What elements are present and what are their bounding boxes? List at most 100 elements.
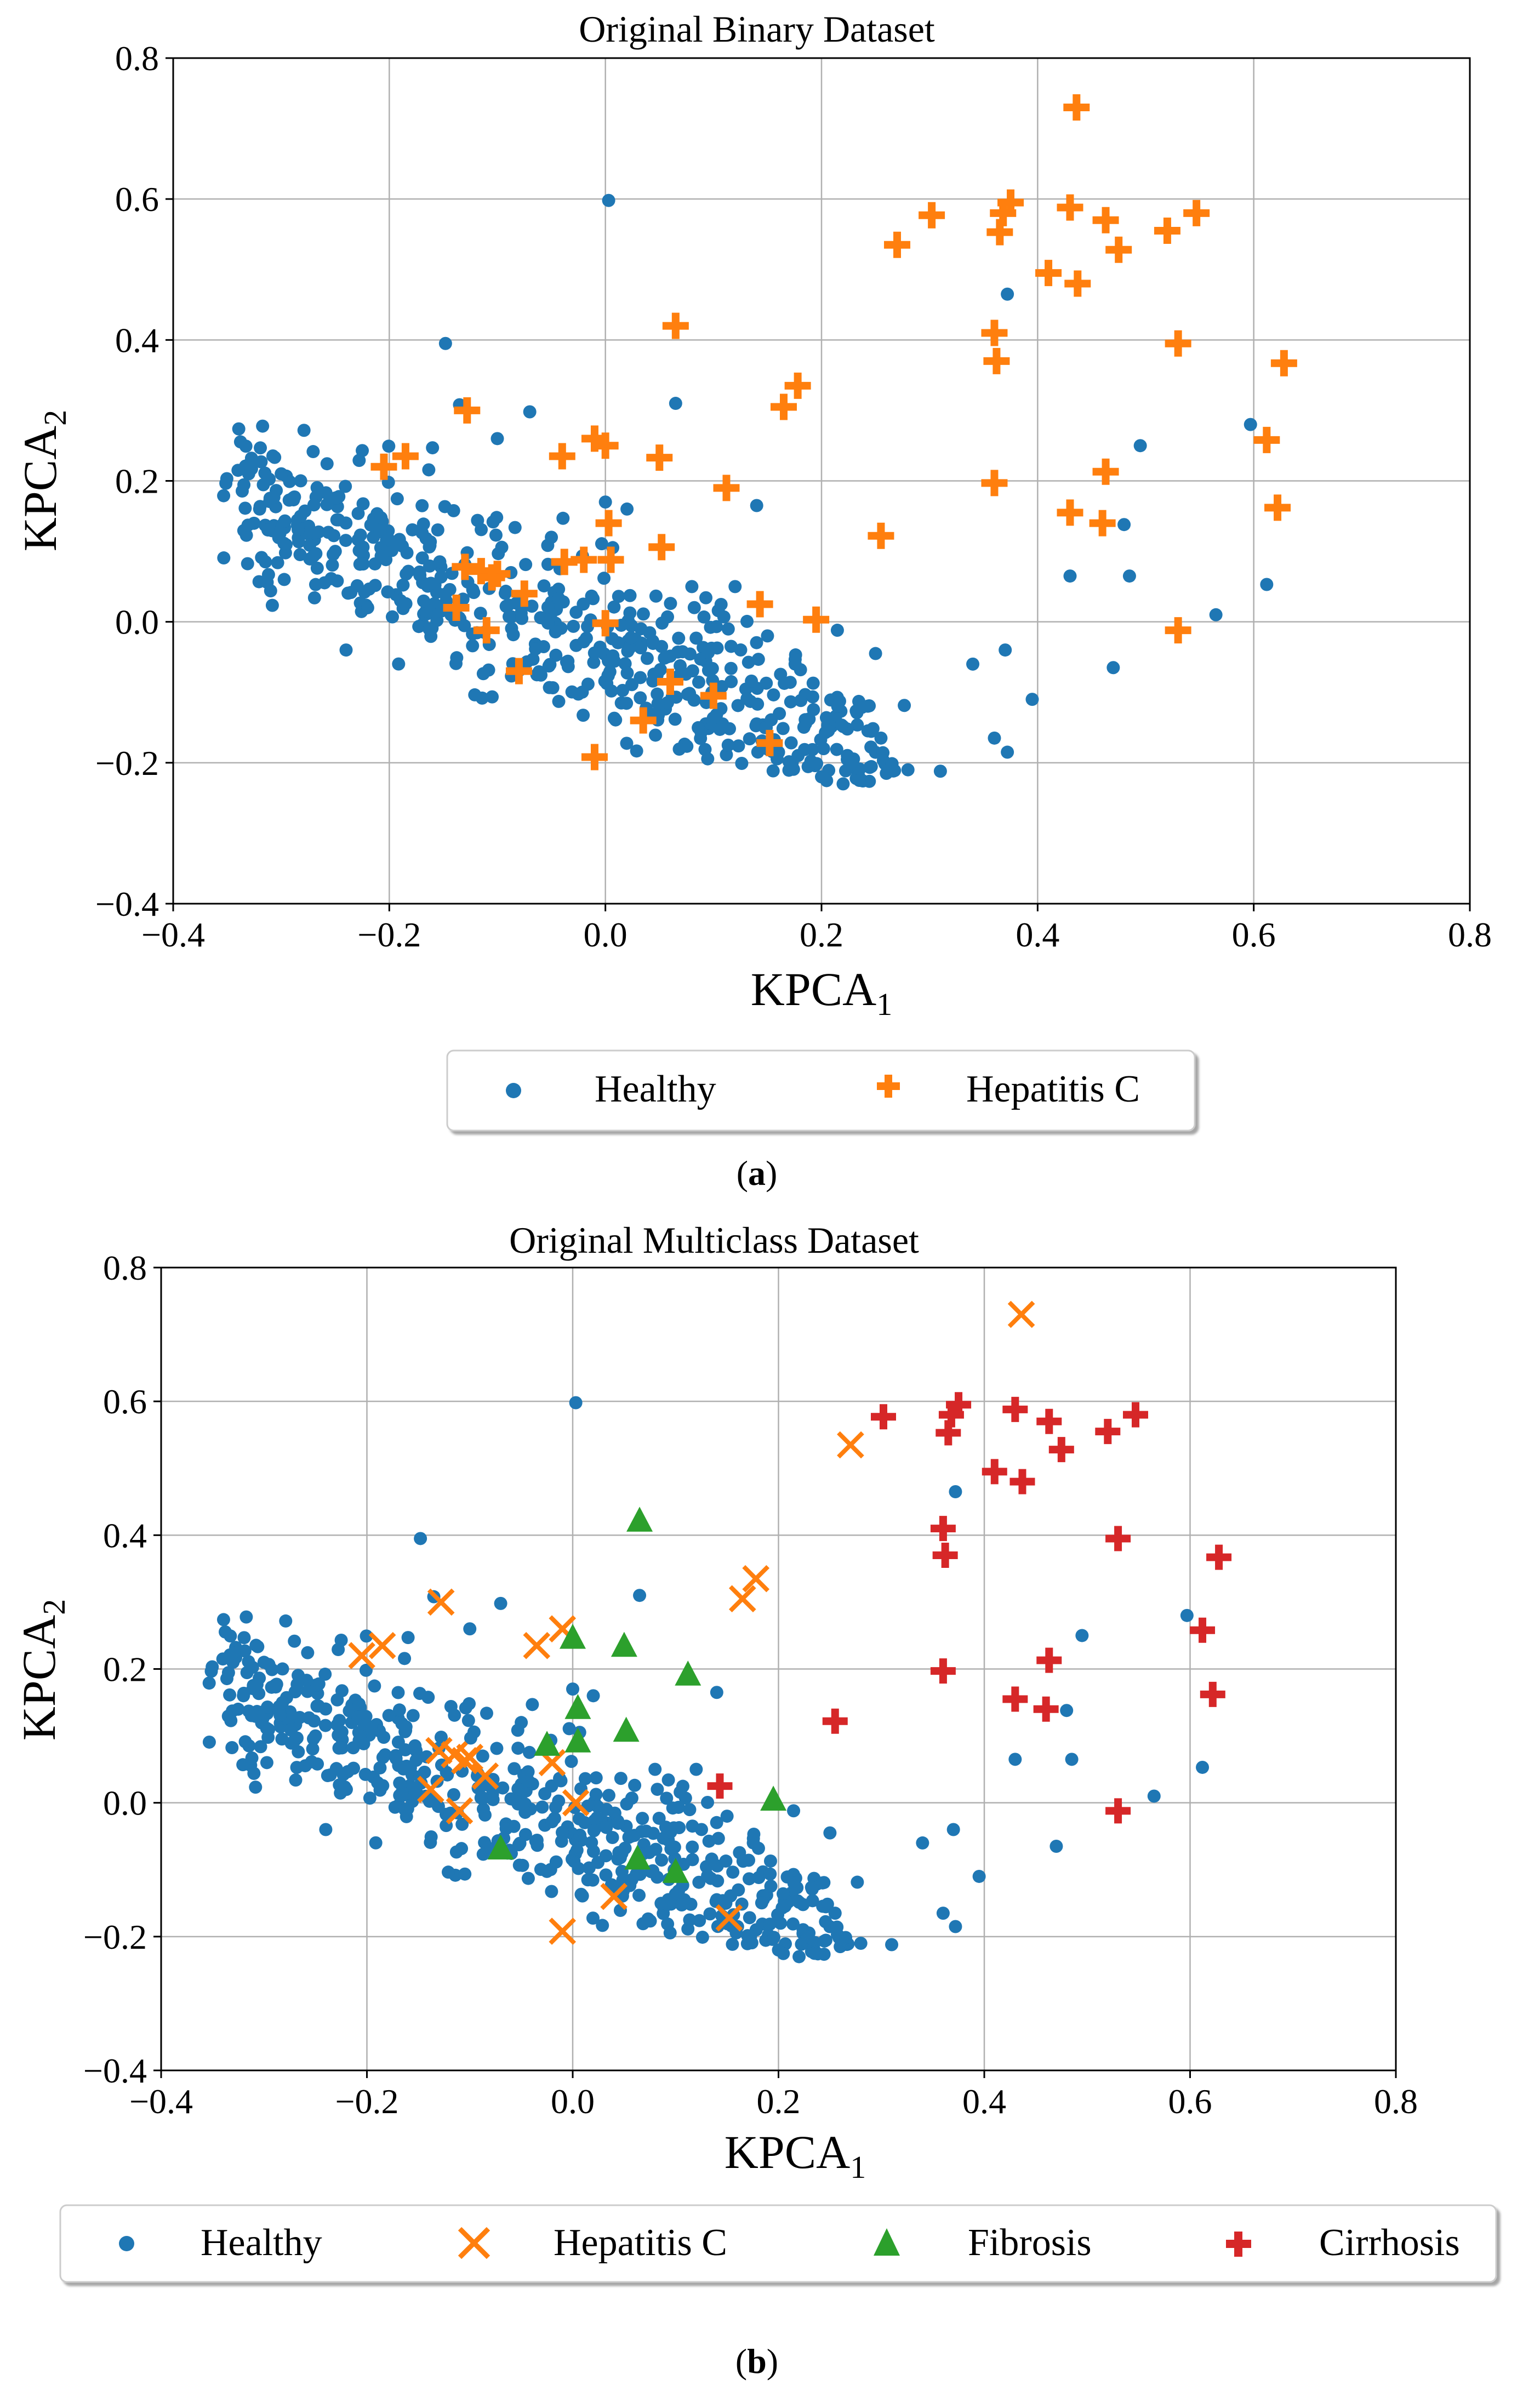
panel-a-healthy-point <box>241 518 255 532</box>
panel-b-healthy-point <box>339 1783 353 1796</box>
panel-a-healthy-point <box>898 699 911 712</box>
panel-a-healthy-point <box>534 668 548 682</box>
panel-b-y-tick-label: 0.4 <box>103 1516 147 1555</box>
panel-b-healthy-point <box>686 1840 699 1854</box>
panel-a-healthy-point <box>697 610 711 624</box>
panel-b-healthy-point <box>828 1907 842 1920</box>
panel-b-healthy-point <box>573 1828 587 1842</box>
panel-a-healthy-point <box>1244 418 1257 431</box>
panel-b-healthy-point <box>633 1589 647 1602</box>
panel-b-healthy-point <box>1147 1789 1161 1803</box>
panel-b-legend-cirrhosis-label: Cirrhosis <box>1319 2222 1460 2264</box>
panel-a-healthy-point <box>664 597 677 610</box>
panel-b-healthy-point <box>393 1776 407 1790</box>
panel-b-healthy-point <box>299 1759 312 1773</box>
panel-a-hepatitis-c-point <box>443 594 470 621</box>
panel-a-hepatitis-c-point <box>592 610 619 637</box>
panel-b-healthy-point <box>705 1852 718 1866</box>
panel-b-cirrhosis-point <box>1200 1681 1225 1707</box>
panel-a-hepatitis-c-point <box>1092 207 1119 233</box>
panel-b-fibrosis-point <box>624 1844 651 1870</box>
panel-a-healthy-point <box>625 678 638 692</box>
panel-a-healthy-point <box>486 515 500 529</box>
panel-b-healthy-point <box>742 1872 756 1886</box>
panel-b-hepatitis-c-point <box>549 1918 577 1945</box>
panel-b-cirrhosis-point <box>1002 1686 1028 1712</box>
panel-b-ticks: −0.4 −0.2 0.0 0.2 0.4 0.6 0.8 −0.4 −0.2 0.0 0.2 0.4… <box>83 1248 1418 2121</box>
panel-a-healthy-point <box>235 484 249 498</box>
panel-b-healthy-point <box>642 1846 656 1859</box>
panel-a-healthy-point <box>654 663 668 676</box>
panel-b-x-tick-label: 0.8 <box>1374 2082 1418 2121</box>
panel-b-cirrhosis-point <box>1105 1526 1131 1551</box>
panel-b-healthy-point <box>724 1889 738 1903</box>
panel-a-hepatitis-c-point <box>1253 426 1280 453</box>
panel-b-healthy-point <box>522 1745 536 1759</box>
panel-b-healthy-point <box>522 1774 535 1788</box>
panel-a-hepatitis-c-point <box>700 682 727 709</box>
panel-b-fibrosis-point <box>611 1631 637 1657</box>
panel-a-healthy-point <box>668 712 682 726</box>
panel-b-healthy-point <box>540 1864 554 1878</box>
panel-b-healthy-point <box>606 1830 619 1844</box>
panel-b-healthy-point <box>515 1716 528 1730</box>
panel-b-healthy-point <box>441 1768 454 1782</box>
panel-a-healthy-point <box>438 587 452 601</box>
panel-b-healthy-point <box>574 1887 588 1901</box>
panel-b-healthy-point <box>225 1741 239 1754</box>
panel-a-hepatitis-c-point <box>478 564 505 591</box>
panel-a-healthy-point <box>253 502 266 516</box>
panel-b-healthy-point <box>447 1788 460 1801</box>
panel-b-healthy-point <box>288 1733 301 1747</box>
panel-b-healthy-point <box>764 1879 778 1893</box>
panel-b-healthy-point <box>946 1823 960 1836</box>
panel-b-healthy-point <box>226 1656 240 1669</box>
panel-a-hepatitis-c-point <box>1165 617 1191 644</box>
panel-b-fibrosis-point <box>560 1623 586 1649</box>
panel-a-hepatitis-c-point <box>467 558 494 585</box>
panel-b-healthy-point <box>526 1698 539 1711</box>
panel-b-healthy-point <box>949 1485 962 1498</box>
panel-a-healthy-point <box>597 572 611 585</box>
panel-a-healthy-point <box>728 580 742 594</box>
panel-b-healthy-point <box>237 1631 251 1645</box>
panel-b-healthy-point <box>389 1751 403 1765</box>
panel-a-healthy-point <box>520 655 534 669</box>
panel-a-healthy-point <box>356 444 369 458</box>
panel-b-healthy-point <box>476 1847 490 1861</box>
panel-a-healthy-point <box>499 600 513 613</box>
panel-b-x-tick-label: 0.4 <box>962 2082 1006 2121</box>
panel-b-healthy-point <box>596 1919 609 1932</box>
panel-b-cirrhosis-point <box>1036 1647 1062 1673</box>
panel-a-healthy-point <box>788 653 802 666</box>
panel-b-healthy-point <box>458 1867 472 1881</box>
panel-a-healthy-point <box>794 663 807 677</box>
panel-b-healthy-point <box>414 1532 427 1545</box>
panel-a-healthy-point <box>880 767 893 780</box>
panel-a-healthy-point <box>612 590 625 603</box>
panel-b-legend-hepatitis-label: Hepatitis C <box>554 2222 727 2264</box>
panel-a-healthy-point <box>732 739 745 753</box>
panel-a-healthy-point <box>874 731 888 745</box>
panel-b-healthy-point <box>556 1825 569 1839</box>
panel-a-healthy-point <box>339 534 352 547</box>
panel-b-healthy-point <box>511 1782 525 1796</box>
panel-a-hepatitis-c-point <box>1035 260 1062 287</box>
panel-a-healthy-point <box>655 616 669 630</box>
panel-a-hepatitis-c-point <box>1264 494 1291 521</box>
panel-b-healthy-point <box>246 1660 259 1674</box>
panel-b-hepatitis-c-point <box>715 1904 743 1932</box>
panel-b-title: Original Multiclass Dataset <box>509 1219 919 1261</box>
panel-a-healthy-point <box>734 643 748 657</box>
panel-b-healthy-point <box>335 1725 349 1739</box>
panel-b-x-tick-label: 0.6 <box>1168 2082 1212 2121</box>
panel-a-healthy-point <box>864 740 878 754</box>
panel-b-healthy-point <box>448 1708 461 1722</box>
panel-a-healthy-point <box>294 510 307 523</box>
panel-b-healthy-point <box>660 1791 674 1805</box>
panel-b-healthy-point <box>777 1887 790 1901</box>
panel-a-healthy-point <box>519 558 533 572</box>
panel-a-healthy-point <box>447 504 460 517</box>
panel-b-healthy-point <box>916 1836 929 1850</box>
panel-a-healthy-point <box>356 540 370 554</box>
